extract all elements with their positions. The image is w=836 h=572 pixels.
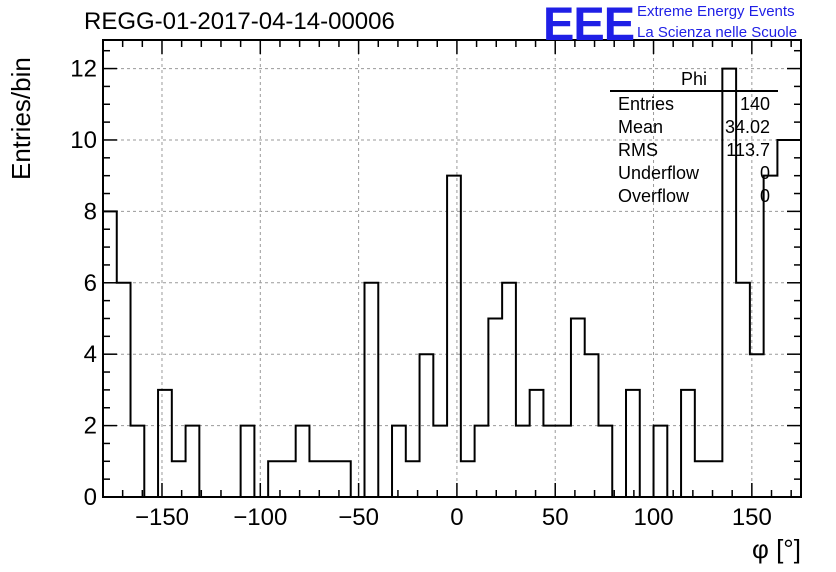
histogram-bin [433, 426, 447, 497]
y-tick-label: 6 [84, 270, 97, 297]
stats-row-entries: Entries 140 [610, 93, 778, 116]
x-tick-label: 0 [450, 504, 463, 531]
stats-label: Entries [618, 94, 675, 114]
y-axis-label: Entries/bin [6, 57, 36, 180]
histogram-bin [736, 283, 750, 497]
x-tick-label: 50 [542, 504, 569, 531]
stats-value: 140 [739, 94, 770, 114]
y-tick-label: 2 [84, 413, 97, 440]
stats-box: Phi Entries 140 Mean 34.02 RMS 113.7 Und… [610, 68, 778, 208]
histogram-bin [764, 176, 778, 497]
histogram-bin [117, 283, 131, 497]
eee-logo: EEE [543, 0, 635, 50]
stats-label: Overflow [618, 186, 690, 206]
x-axis-label: φ [°] [752, 534, 801, 564]
stats-row-rms: RMS 113.7 [610, 139, 778, 162]
histogram-bin [654, 426, 668, 497]
histogram-bin [598, 426, 612, 497]
stats-label: RMS [618, 140, 658, 160]
y-tick-label: 0 [84, 484, 97, 511]
histogram-bin [502, 283, 516, 497]
histogram-bin [309, 461, 323, 497]
stats-row-mean: Mean 34.02 [610, 116, 778, 139]
histogram-bin [681, 390, 695, 497]
histogram-bin [695, 461, 709, 497]
histogram-bin [365, 283, 379, 497]
x-tick-label: 150 [732, 504, 772, 531]
histogram-bin [186, 426, 200, 497]
histogram-bin [447, 176, 461, 497]
histogram-bin [296, 426, 310, 497]
histogram-bin [626, 390, 640, 497]
histogram-bin [241, 426, 255, 497]
chart-title: REGG-01-2017-04-14-00006 [84, 8, 395, 35]
stats-value: 34.02 [724, 117, 770, 137]
histogram-bin [530, 390, 544, 497]
histogram-bin [392, 426, 406, 497]
stats-value: 113.7 [726, 140, 770, 160]
logo-line-1: Extreme Energy Events [637, 3, 795, 20]
stats-value: 0 [759, 186, 770, 206]
y-tick-label: 8 [84, 198, 97, 225]
histogram-bin [516, 426, 530, 497]
histogram-bin [172, 461, 186, 497]
histogram-bin [282, 461, 296, 497]
stats-label: Mean [618, 117, 664, 137]
histogram-bin [475, 426, 489, 497]
histogram-bin [131, 426, 145, 497]
stats-row-underflow: Underflow 0 [610, 162, 778, 185]
stats-label: Underflow [618, 163, 700, 183]
x-tick-label: −50 [338, 504, 379, 531]
y-tick-label: 12 [70, 56, 97, 83]
histogram-bin [158, 390, 172, 497]
y-tick-label: 4 [84, 341, 97, 368]
histogram-bin [571, 318, 585, 497]
histogram-bin [323, 461, 337, 497]
stats-title: Phi [610, 68, 778, 92]
logo-line-2: La Scienza nelle Scuole [637, 24, 798, 41]
histogram-bin [488, 318, 502, 497]
histogram-bin [777, 140, 791, 497]
histogram-bin [557, 426, 571, 497]
x-tick-label: −100 [233, 504, 287, 531]
y-tick-label: 10 [70, 127, 97, 154]
x-tick-label: 100 [634, 504, 674, 531]
stats-value: 0 [759, 163, 770, 183]
histogram-bin [709, 461, 723, 497]
x-tick-label: −150 [135, 504, 189, 531]
plot-frame [102, 39, 802, 498]
histogram-bin [461, 461, 475, 497]
stats-row-overflow: Overflow 0 [610, 185, 778, 208]
